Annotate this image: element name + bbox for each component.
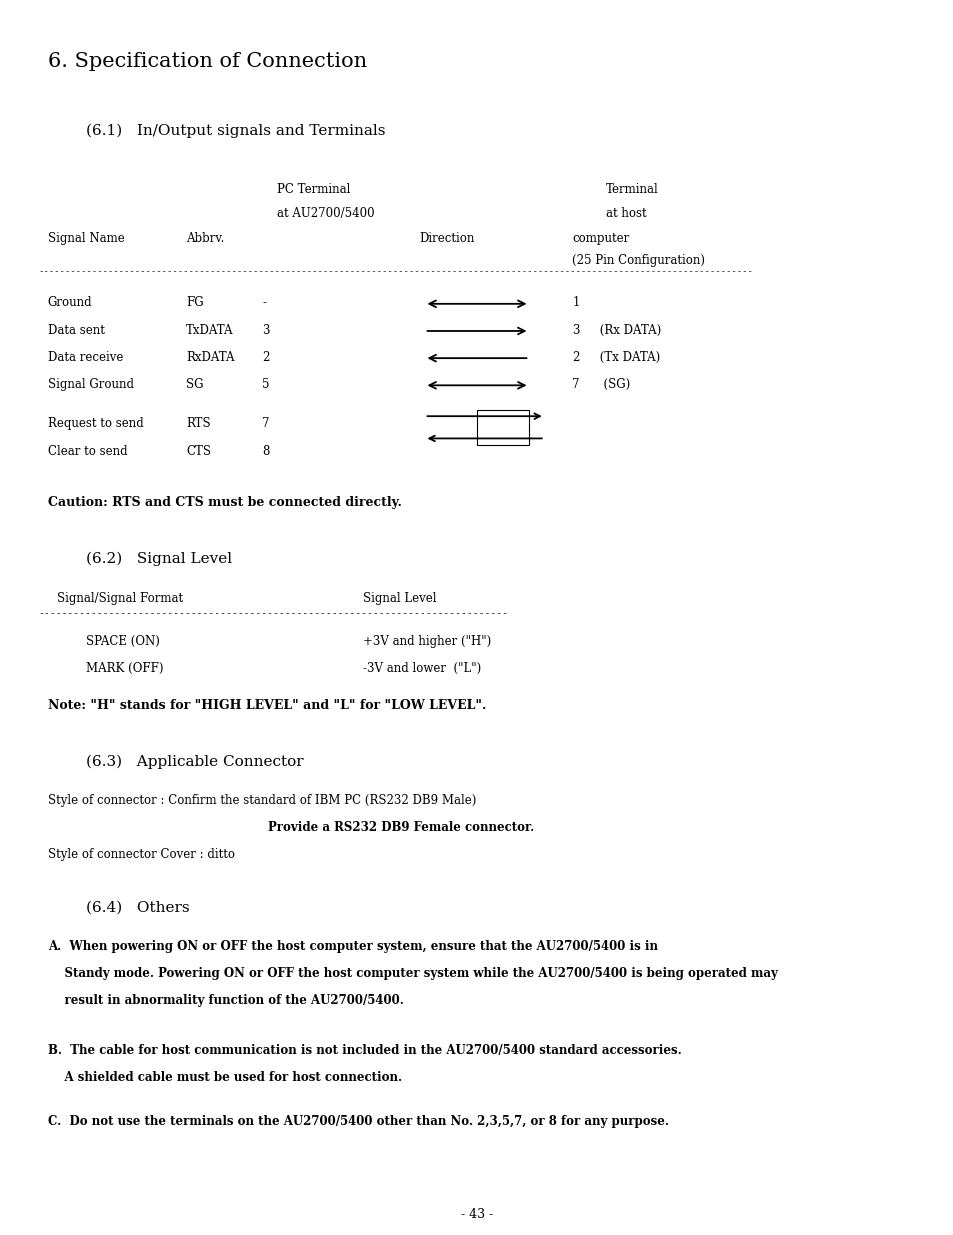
Text: Direction: Direction: [419, 232, 475, 246]
Text: (SG): (SG): [596, 378, 630, 391]
Text: Signal Level: Signal Level: [362, 592, 436, 605]
Text: 7: 7: [572, 378, 579, 391]
Text: Note: "H" stands for "HIGH LEVEL" and "L" for "LOW LEVEL".: Note: "H" stands for "HIGH LEVEL" and "L…: [48, 699, 486, 713]
Text: -3V and lower  ("L"): -3V and lower ("L"): [362, 662, 480, 676]
Text: - 43 -: - 43 -: [460, 1208, 493, 1221]
Text: (6.4)   Others: (6.4) Others: [86, 900, 190, 914]
Text: +3V and higher ("H"): +3V and higher ("H"): [362, 635, 490, 648]
Text: 2: 2: [262, 351, 270, 364]
Text: Caution: RTS and CTS must be connected directly.: Caution: RTS and CTS must be connected d…: [48, 496, 401, 510]
Text: at AU2700/5400: at AU2700/5400: [276, 207, 374, 221]
Text: 3: 3: [572, 324, 579, 337]
Text: (Rx DATA): (Rx DATA): [596, 324, 660, 337]
Text: (6.1)   In/Output signals and Terminals: (6.1) In/Output signals and Terminals: [86, 124, 385, 138]
Text: 7: 7: [262, 417, 270, 431]
Text: Data sent: Data sent: [48, 324, 105, 337]
Text: --------------------------------------------------------------------------------: ----------------------------------------…: [38, 267, 752, 275]
Text: Clear to send: Clear to send: [48, 445, 127, 458]
Text: MARK (OFF): MARK (OFF): [86, 662, 163, 676]
Text: A.  When powering ON or OFF the host computer system, ensure that the AU2700/540: A. When powering ON or OFF the host comp…: [48, 940, 657, 953]
Text: (Tx DATA): (Tx DATA): [596, 351, 659, 364]
Text: 3: 3: [262, 324, 270, 337]
Text: TxDATA: TxDATA: [186, 324, 233, 337]
Text: Standy mode. Powering ON or OFF the host computer system while the AU2700/5400 i: Standy mode. Powering ON or OFF the host…: [48, 967, 777, 981]
Text: PC Terminal: PC Terminal: [276, 183, 350, 196]
Text: (6.2)   Signal Level: (6.2) Signal Level: [86, 552, 232, 567]
Text: 5: 5: [262, 378, 270, 391]
Text: Request to send: Request to send: [48, 417, 143, 431]
Text: A shielded cable must be used for host connection.: A shielded cable must be used for host c…: [48, 1071, 401, 1084]
Text: CTS: CTS: [186, 445, 211, 458]
Text: 8: 8: [262, 445, 270, 458]
Text: Style of connector : Confirm the standard of IBM PC (RS232 DB9 Male): Style of connector : Confirm the standar…: [48, 794, 476, 808]
Text: computer: computer: [572, 232, 629, 246]
Text: SG: SG: [186, 378, 203, 391]
Text: 1: 1: [572, 296, 579, 310]
Text: Provide a RS232 DB9 Female connector.: Provide a RS232 DB9 Female connector.: [267, 821, 534, 835]
Text: at host: at host: [605, 207, 646, 221]
Text: Signal Name: Signal Name: [48, 232, 124, 246]
Text: Terminal: Terminal: [605, 183, 658, 196]
Text: -: -: [262, 296, 266, 310]
Text: RxDATA: RxDATA: [186, 351, 234, 364]
Text: 6. Specification of Connection: 6. Specification of Connection: [48, 52, 367, 70]
Bar: [476, 410, 529, 445]
Text: C.  Do not use the terminals on the AU2700/5400 other than No. 2,3,5,7, or 8 for: C. Do not use the terminals on the AU270…: [48, 1115, 668, 1129]
Text: 2: 2: [572, 351, 579, 364]
Text: (6.3)   Applicable Connector: (6.3) Applicable Connector: [86, 755, 303, 769]
Text: result in abnormality function of the AU2700/5400.: result in abnormality function of the AU…: [48, 994, 403, 1008]
Text: Abbrv.: Abbrv.: [186, 232, 224, 246]
Text: (25 Pin Configuration): (25 Pin Configuration): [572, 254, 704, 268]
Text: Ground: Ground: [48, 296, 92, 310]
Text: --------------------------------------------------------------------------------: ----------------------------------------…: [38, 608, 508, 618]
Text: Style of connector Cover : ditto: Style of connector Cover : ditto: [48, 848, 234, 862]
Text: FG: FG: [186, 296, 203, 310]
Text: Signal/Signal Format: Signal/Signal Format: [57, 592, 183, 605]
Text: Signal Ground: Signal Ground: [48, 378, 133, 391]
Text: RTS: RTS: [186, 417, 211, 431]
Text: B.  The cable for host communication is not included in the AU2700/5400 standard: B. The cable for host communication is n…: [48, 1044, 680, 1057]
Text: SPACE (ON): SPACE (ON): [86, 635, 159, 648]
Text: Data receive: Data receive: [48, 351, 123, 364]
